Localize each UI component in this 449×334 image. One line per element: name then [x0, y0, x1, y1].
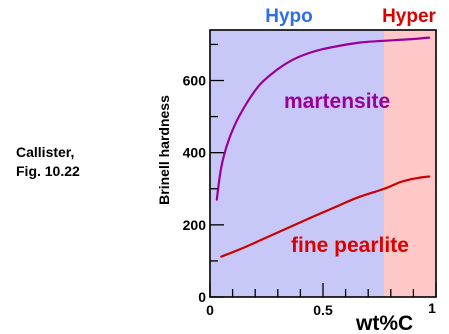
series-line-martensite	[215, 36, 431, 201]
y-tick-label: 0	[198, 289, 206, 305]
x-tick-label: 0	[206, 302, 214, 318]
region-label-hypo: Hypo	[265, 6, 313, 27]
x-tick-label: 1	[428, 300, 436, 316]
region-hyper	[384, 30, 436, 297]
y-tick-label: 600	[183, 73, 207, 89]
y-tick-label: 200	[183, 217, 207, 233]
ticks-layer: 0 0.5 1 0 200 400 600	[183, 43, 437, 318]
region-label-hyper: Hyper	[382, 6, 436, 27]
y-tick-label: 400	[183, 145, 207, 161]
series-label-fine-pearlite: fine pearlite	[291, 234, 409, 257]
y-axis-label: Brinell hardness	[156, 95, 172, 205]
figure-reference-line2: Fig. 10.22	[16, 163, 80, 179]
series-label-martensite: martensite	[284, 90, 390, 113]
region-hypo	[210, 30, 385, 297]
x-tick-label: 0.5	[313, 302, 333, 318]
series-line-fine-pearlite	[220, 175, 431, 258]
x-axis-label: wt%C	[355, 312, 413, 334]
figure-reference-line1: Callister,	[16, 144, 74, 160]
series-layer	[215, 36, 431, 258]
regions-layer	[210, 30, 436, 297]
